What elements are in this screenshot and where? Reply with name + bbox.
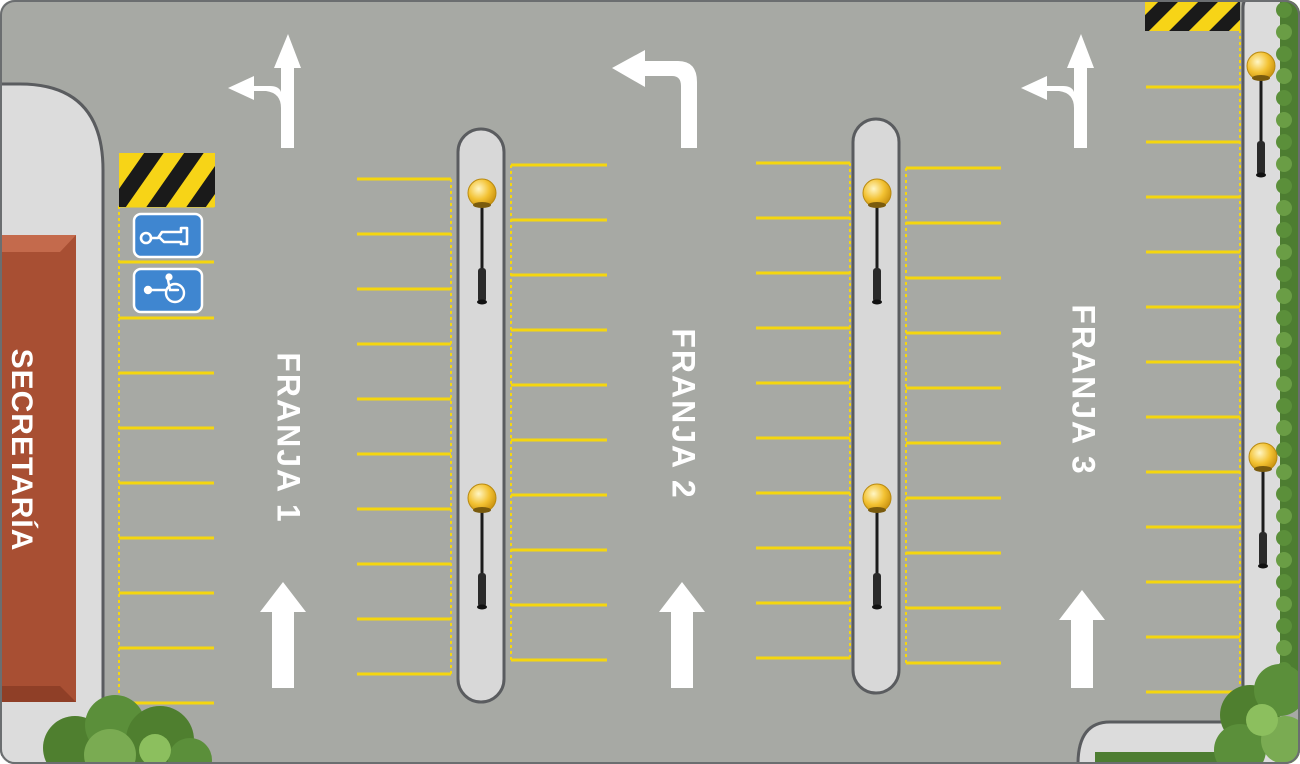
hedge-leaf — [1276, 618, 1292, 634]
hedge-leaf — [1276, 552, 1292, 568]
accessible-badge — [132, 267, 204, 314]
hazard-stripe-left — [119, 153, 215, 207]
straight-arrow-icon — [659, 582, 705, 688]
straight-or-left-arrow-icon — [228, 34, 301, 148]
right-hedge — [1276, 0, 1300, 700]
street-lamp-icon — [467, 178, 497, 305]
hedge-leaf — [1276, 46, 1292, 62]
hedge-leaf — [1276, 178, 1292, 194]
hedge-leaf — [1276, 486, 1292, 502]
hedge-leaf — [1276, 332, 1292, 348]
hedge-leaf — [1276, 376, 1292, 392]
parking-island-1 — [456, 127, 506, 704]
straight-arrow-icon — [260, 582, 306, 688]
hedge-leaf — [1276, 90, 1292, 106]
hedge-leaf — [1276, 134, 1292, 150]
hedge-leaf — [1276, 596, 1292, 612]
hedge-leaf — [1276, 2, 1292, 18]
hedge-leaf — [1276, 640, 1292, 656]
street-lamps — [467, 51, 1278, 610]
ev-charging-icon — [139, 226, 189, 246]
hedge-leaf — [1276, 354, 1292, 370]
hedge-leaf — [1276, 288, 1292, 304]
hedge-leaf — [1276, 200, 1292, 216]
ev-charging-badge — [132, 212, 204, 259]
hedge-leaf — [1276, 24, 1292, 40]
hedge-leaf — [1276, 310, 1292, 326]
straight-arrow-icon — [1059, 590, 1105, 688]
wheelchair-icon — [143, 273, 186, 304]
bottom-hedge — [1095, 752, 1235, 764]
lane-label-2: FRANJA 2 — [666, 328, 702, 499]
hedge-leaf — [1276, 574, 1292, 590]
street-lamp-icon — [1248, 442, 1278, 569]
hedge-leaf — [1276, 112, 1292, 128]
hedge-leaf — [1276, 68, 1292, 84]
left-turn-arrow-icon — [612, 50, 697, 148]
hedge-leaf — [1276, 156, 1292, 172]
hedge-leaf — [1276, 420, 1292, 436]
bush-bottom-left — [43, 695, 212, 764]
parking-island-2 — [851, 117, 901, 695]
parking-lines — [118, 30, 1241, 705]
street-lamp-icon — [467, 483, 497, 610]
hedge-leaf — [1276, 464, 1292, 480]
street-lamp-icon — [862, 178, 892, 305]
lane-label-3: FRANJA 3 — [1066, 304, 1102, 475]
straight-or-left-arrow-icon — [1021, 34, 1094, 148]
lane-label-1: FRANJA 1 — [271, 352, 307, 523]
hedge-leaf — [1276, 222, 1292, 238]
hedge-leaf — [1276, 442, 1292, 458]
hedge-leaf — [1276, 398, 1292, 414]
hedge-leaf — [1276, 244, 1292, 260]
hedge-leaf — [1276, 508, 1292, 524]
hedge-leaf — [1276, 530, 1292, 546]
building-label: SECRETARÍA — [5, 349, 39, 552]
street-lamp-icon — [862, 483, 892, 610]
building: SECRETARÍA — [0, 235, 76, 702]
hazard-stripe-right — [1145, 0, 1240, 31]
street-lamp-icon — [1246, 51, 1276, 178]
hedge-leaf — [1276, 266, 1292, 282]
